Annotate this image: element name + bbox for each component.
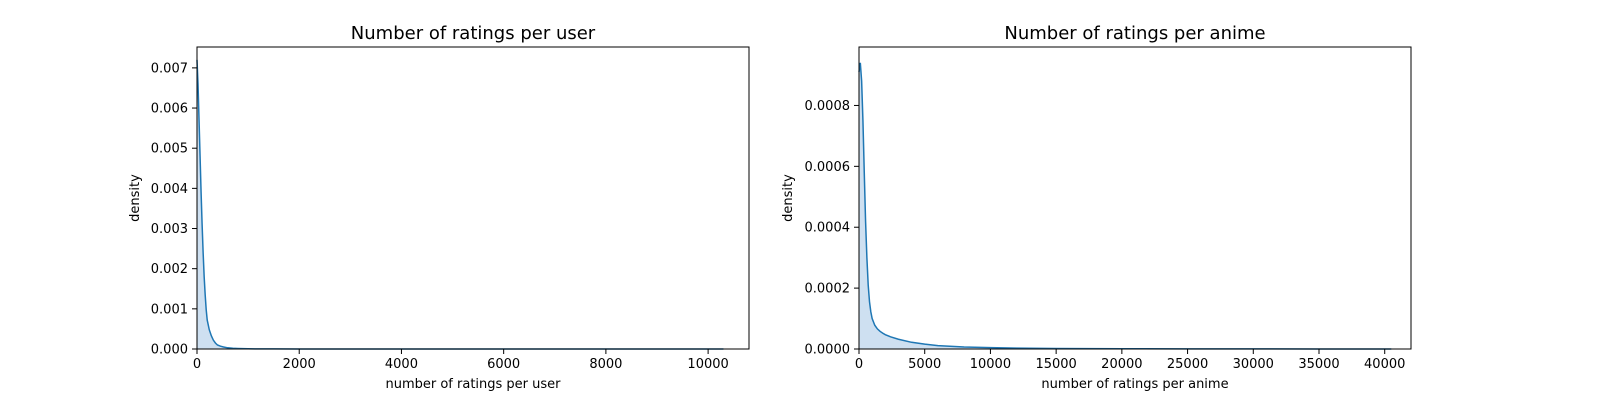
chart-title: Number of ratings per user [351,23,596,44]
y-tick-label: 0.0004 [805,221,851,236]
y-tick-label: 0.007 [151,61,188,76]
y-tick-label: 0.0002 [805,282,851,297]
chart-title: Number of ratings per anime [1004,23,1265,44]
y-tick-label: 0.005 [151,142,188,157]
x-tick-label: 4000 [385,357,418,372]
x-axis-label: number of ratings per user [385,377,561,392]
y-tick-label: 0.0000 [805,343,851,358]
plot-area: 0 2000 4000 6000 8000 10000 0.000 0.001 0.002 0.0… [151,59,729,372]
x-tick-label: 10000 [970,357,1011,372]
chart-ratings-per-anime: Number of ratings per anime number of ra… [781,23,1412,392]
x-axis-label: number of ratings per anime [1041,377,1228,392]
x-tick-label: 35000 [1298,357,1339,372]
x-tick-label: 2000 [283,357,316,372]
x-tick-label: 10000 [687,357,728,372]
x-tick-label: 0 [193,357,201,372]
y-tick-label: 0.006 [151,102,188,117]
x-tick-label: 30000 [1233,357,1274,372]
y-axis-label: density [781,174,796,222]
x-tick-label: 15000 [1035,357,1076,372]
plot-frame [196,46,750,350]
y-tick-label: 0.001 [151,302,188,317]
y-tick-label: 0.003 [151,222,188,237]
y-tick-label: 0.004 [151,182,188,197]
plot-frame [858,46,1412,350]
x-tick-label: 20000 [1101,357,1142,372]
y-tick-label: 0.0008 [805,99,851,114]
x-tick-label: 6000 [487,357,520,372]
x-tick-label: 8000 [589,357,622,372]
x-tick-label: 5000 [908,357,941,372]
y-tick-label: 0.000 [151,343,188,358]
y-tick-label: 0.0006 [805,160,851,175]
plot-area: 0 5000 10000 15000 20000 25000 30000 35000 40000… [805,62,1405,372]
density-line-0 [858,62,1392,350]
y-axis-label: density [128,174,143,222]
y-tick-label: 0.002 [151,262,188,277]
x-tick-label: 40000 [1364,357,1405,372]
chart-ratings-per-user: Number of ratings per user number of rat… [128,23,750,392]
x-tick-label: 25000 [1167,357,1208,372]
x-tick-label: 0 [855,357,863,372]
